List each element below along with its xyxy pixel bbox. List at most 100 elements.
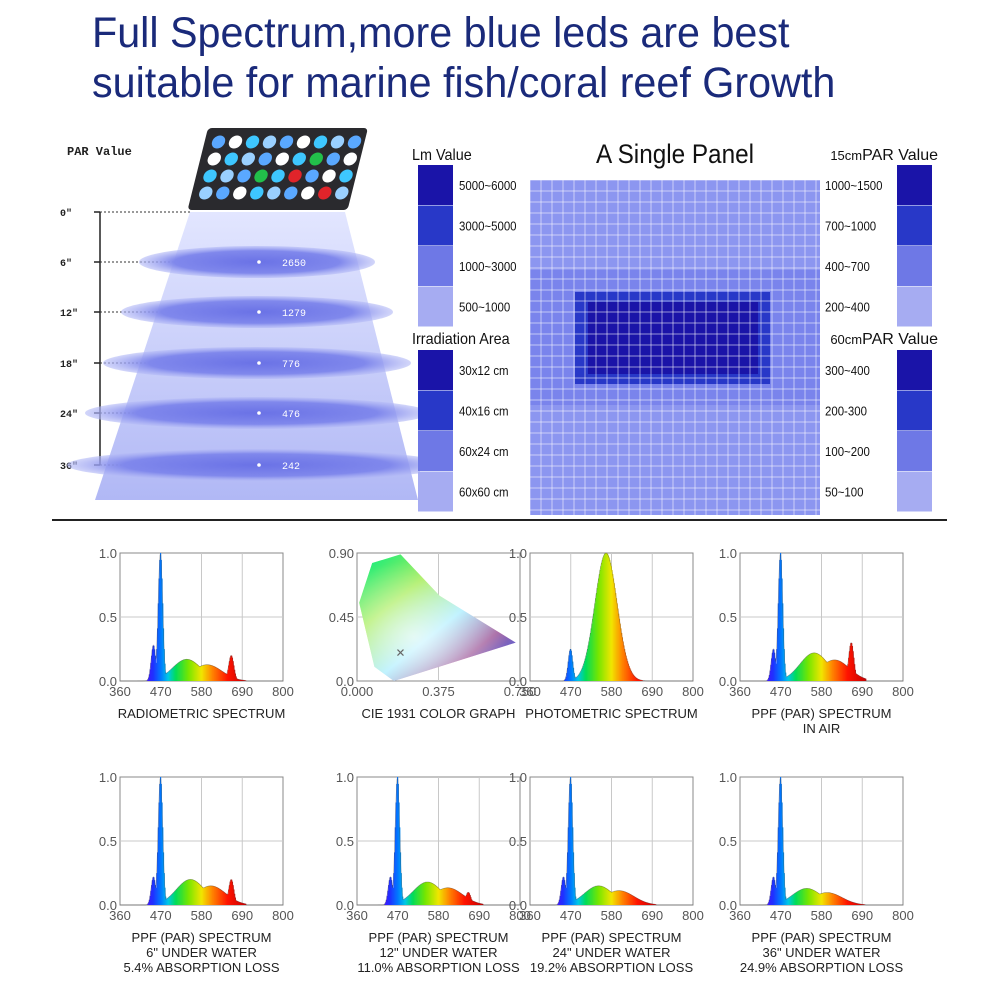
spectrum-band (777, 852, 779, 905)
chart-caption: PPF (PAR) SPECTRUM IN AIR (700, 706, 943, 736)
spectrum-band (771, 652, 773, 681)
spectrum-band (179, 885, 181, 905)
spectrum-band (166, 672, 168, 681)
spectrum-band (648, 903, 650, 905)
spectrum-band (560, 890, 562, 905)
spectrum-band (428, 882, 430, 905)
spectrum-band (223, 892, 225, 905)
spectrum-band (623, 645, 625, 681)
spectrum-band (162, 628, 165, 681)
spectrum-band (183, 659, 185, 681)
spectrum-band (148, 899, 151, 905)
spectrum-band (845, 665, 848, 681)
spectrum-band (794, 893, 796, 905)
spectrum-band (650, 903, 652, 905)
irradiation-legend-swatch (418, 390, 453, 431)
spectrum-band (400, 873, 402, 905)
spectrum-band (164, 663, 166, 681)
spectrum-band (810, 889, 812, 905)
spectrum-band (208, 664, 210, 681)
y-tick-label: 0.0 (719, 674, 737, 689)
spectrum-band (571, 802, 573, 905)
spectrum-band (585, 892, 587, 905)
spectrum-band (841, 662, 843, 681)
spectrum-band (224, 673, 226, 681)
spectrum-band (433, 884, 435, 905)
led (318, 186, 332, 200)
spectrum-band (175, 889, 177, 905)
spectrum-band (194, 662, 196, 681)
spectrum-band (422, 883, 424, 905)
led (203, 169, 217, 183)
spectrum-band (853, 902, 855, 905)
chart-title: PPF (PAR) SPECTRUM (751, 706, 892, 721)
par-diagram-title: PAR Value (67, 145, 132, 159)
spectrum-band (805, 656, 808, 681)
spectrum-band (855, 903, 857, 905)
spectrum-band (190, 660, 192, 681)
spectrum-band (859, 903, 861, 905)
spectrum-band (243, 680, 245, 681)
par15-legend-value: 1000~1500 (825, 178, 883, 193)
spectrum-band (785, 896, 787, 905)
irradiation-legend-value: 40x16 cm (459, 404, 509, 419)
spectrum-band (850, 642, 852, 681)
spectrum-band (563, 877, 565, 905)
chart-subtitle: 6" UNDER WATER (146, 945, 257, 960)
spectrum-band (607, 889, 609, 905)
spectrum-band (831, 660, 833, 681)
spectrum-band (600, 566, 602, 681)
spectrum-band (185, 659, 187, 681)
x-tick-label: 470 (560, 908, 582, 923)
x-tick-label: 690 (851, 908, 873, 923)
spectrum-band (171, 668, 174, 681)
spectrum-band (460, 893, 462, 905)
spectrum-band (199, 884, 201, 905)
spectrum-band (803, 659, 805, 681)
spectrum-band (423, 882, 425, 905)
spectrum-band (562, 877, 564, 905)
spectrum-band (613, 891, 615, 905)
spectrum-band (225, 673, 228, 681)
spectrum-band (160, 559, 162, 681)
spectrum-band (795, 668, 797, 681)
spectrum-band (820, 655, 822, 681)
spectrum-band (417, 886, 419, 905)
spectrum-band (477, 902, 479, 905)
spectrum-band (169, 896, 171, 905)
spectrum-band (632, 674, 635, 681)
spectrum-band (586, 891, 588, 905)
spectrum-band (582, 665, 584, 681)
y-tick-label: 0.5 (719, 834, 737, 849)
spectrum-band (836, 660, 838, 681)
led (296, 135, 311, 149)
spectrum-band (775, 887, 777, 905)
spectrum-band (778, 578, 780, 681)
spectrum-band (244, 680, 246, 681)
spectrum-band (821, 656, 823, 681)
spectrum-band (151, 655, 153, 681)
spectrum-band (575, 896, 577, 905)
spectrum-band (564, 678, 566, 681)
spectrum-band (198, 883, 200, 905)
spectrum-band (414, 889, 416, 905)
spectrum-band (180, 885, 182, 905)
spectrum-band (620, 628, 622, 681)
spectrum-band (814, 652, 816, 681)
spectrum-band (205, 886, 208, 905)
y-tick-label: 0.0 (99, 898, 117, 913)
spectrum-band (222, 671, 224, 681)
spectrum-band (590, 888, 592, 905)
spectrum-band (620, 890, 622, 905)
spectrum-outline (530, 552, 693, 682)
spectrum-band (603, 887, 605, 905)
spectrum-band (170, 669, 172, 681)
spectrum-band (766, 680, 768, 681)
spectrum-band (586, 652, 588, 681)
lm-legend-swatch (418, 205, 453, 246)
spectrum-band (566, 873, 568, 905)
spectrum-band (782, 827, 784, 905)
panel-title: A Single Panel (596, 140, 754, 169)
spectrum-band (414, 889, 416, 905)
spectrum-band (630, 894, 632, 905)
